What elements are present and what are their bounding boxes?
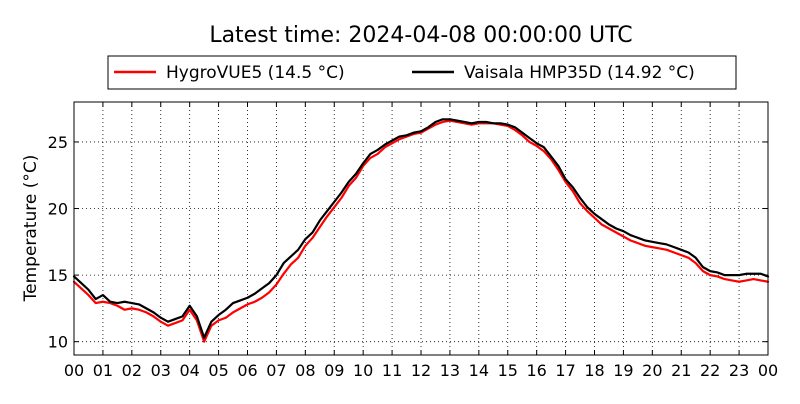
x-tick-label: 11	[382, 361, 402, 380]
y-tick-label: 10	[48, 333, 68, 352]
x-tick-label: 22	[700, 361, 720, 380]
x-tick-label: 14	[469, 361, 489, 380]
x-tick-label: 03	[151, 361, 171, 380]
x-tick-label: 17	[555, 361, 575, 380]
x-tick-label: 01	[93, 361, 113, 380]
x-tick-label: 00	[758, 361, 778, 380]
series-line-vaisala	[72, 118, 770, 339]
axis-ticks: 00 01 02 03 04 05 06 07 08 09 10 11 12 13 14 15 16 17 18 19…	[48, 102, 778, 380]
legend-label-vaisala: Vaisala HMP35D (14.92 °C)	[464, 63, 695, 83]
y-axis-label: Temperature (°C)	[21, 155, 41, 303]
x-tick-label: 08	[295, 361, 315, 380]
x-tick-label: 15	[498, 361, 518, 380]
x-tick-label: 20	[642, 361, 662, 380]
chart-title: Latest time: 2024-04-08 00:00:00 UTC	[209, 23, 632, 48]
chart-legend: HygroVUE5 (14.5 °C) Vaisala HMP35D (14.9…	[107, 55, 737, 90]
y-tick-label: 15	[48, 266, 68, 285]
x-tick-label: 02	[122, 361, 142, 380]
x-tick-label: 13	[440, 361, 460, 380]
x-tick-label: 10	[353, 361, 373, 380]
x-tick-label: 16	[526, 361, 546, 380]
x-tick-label: 12	[411, 361, 431, 380]
x-tick-label: 05	[208, 361, 228, 380]
legend-label-hygrovue5: HygroVUE5 (14.5 °C)	[166, 63, 345, 83]
x-tick-label: 18	[584, 361, 604, 380]
x-tick-label: 07	[266, 361, 286, 380]
x-tick-label: 19	[613, 361, 633, 380]
series-line-hygrovue5	[72, 119, 770, 343]
x-tick-label: 00	[64, 361, 84, 380]
x-tick-label: 23	[729, 361, 749, 380]
x-tick-label: 21	[671, 361, 691, 380]
x-tick-label: 04	[179, 361, 199, 380]
y-tick-label: 25	[48, 133, 68, 152]
x-tick-label: 06	[237, 361, 257, 380]
series-lines	[72, 118, 770, 343]
x-tick-label: 09	[324, 361, 344, 380]
y-tick-label: 20	[48, 200, 68, 219]
